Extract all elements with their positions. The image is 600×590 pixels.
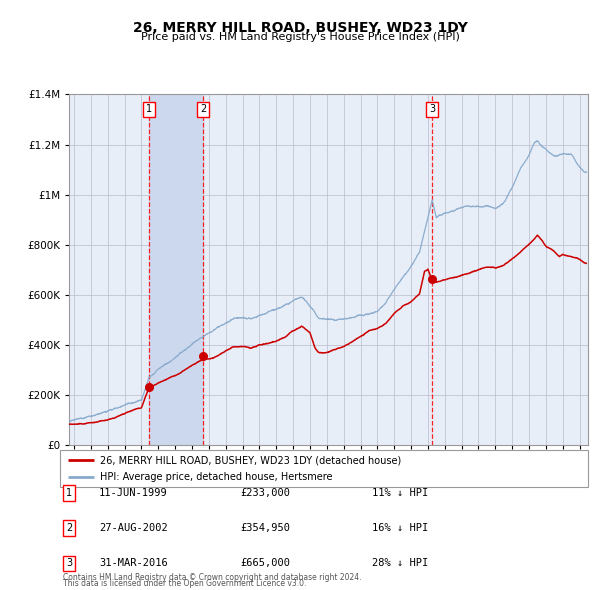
Text: Contains HM Land Registry data © Crown copyright and database right 2024.: Contains HM Land Registry data © Crown c… xyxy=(63,573,361,582)
Text: 27-AUG-2002: 27-AUG-2002 xyxy=(99,523,168,533)
Text: £665,000: £665,000 xyxy=(240,559,290,568)
Text: 1: 1 xyxy=(66,488,72,497)
Text: 26, MERRY HILL ROAD, BUSHEY, WD23 1DY: 26, MERRY HILL ROAD, BUSHEY, WD23 1DY xyxy=(133,21,467,35)
Text: 11% ↓ HPI: 11% ↓ HPI xyxy=(372,488,428,497)
Text: HPI: Average price, detached house, Hertsmere: HPI: Average price, detached house, Hert… xyxy=(100,472,332,482)
Text: 3: 3 xyxy=(66,559,72,568)
Text: 26, MERRY HILL ROAD, BUSHEY, WD23 1DY (detached house): 26, MERRY HILL ROAD, BUSHEY, WD23 1DY (d… xyxy=(100,455,401,465)
Text: 28% ↓ HPI: 28% ↓ HPI xyxy=(372,559,428,568)
Text: 2: 2 xyxy=(200,104,206,114)
Text: £354,950: £354,950 xyxy=(240,523,290,533)
Text: 1: 1 xyxy=(146,104,152,114)
Text: 31-MAR-2016: 31-MAR-2016 xyxy=(99,559,168,568)
Text: 3: 3 xyxy=(429,104,435,114)
Bar xyxy=(149,94,203,445)
Text: This data is licensed under the Open Government Licence v3.0.: This data is licensed under the Open Gov… xyxy=(63,579,307,588)
Text: 16% ↓ HPI: 16% ↓ HPI xyxy=(372,523,428,533)
Text: 11-JUN-1999: 11-JUN-1999 xyxy=(99,488,168,497)
FancyBboxPatch shape xyxy=(60,450,588,487)
Text: 2: 2 xyxy=(66,523,72,533)
Text: Price paid vs. HM Land Registry's House Price Index (HPI): Price paid vs. HM Land Registry's House … xyxy=(140,32,460,42)
Text: £233,000: £233,000 xyxy=(240,488,290,497)
